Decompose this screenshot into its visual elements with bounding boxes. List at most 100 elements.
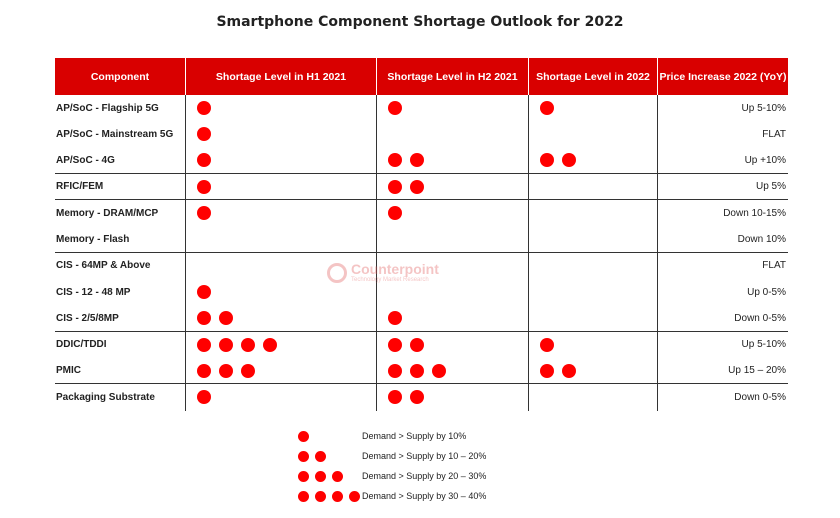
shortage-cell (186, 226, 377, 252)
shortage-cell (186, 357, 377, 384)
counterpoint-logo-icon (327, 263, 347, 283)
shortage-cell (529, 357, 658, 384)
shortage-cell (529, 252, 658, 280)
shortage-cell (186, 305, 377, 331)
price-change: Up 15 – 20% (728, 365, 786, 377)
component-name: RFIC/FEM (55, 173, 186, 200)
legend-item: Demand > Supply by 10% (298, 426, 486, 446)
table-row: Memory - Flash Down 10% (55, 226, 788, 253)
legend-label: Demand > Supply by 20 – 30% (362, 471, 487, 481)
chart-title: Smartphone Component Shortage Outlook fo… (216, 14, 624, 30)
shortage-dot-h2-2021 (432, 363, 446, 378)
component-name: Memory - DRAM/MCP (55, 200, 186, 227)
watermark-tagline: Technology Market Research (351, 277, 429, 283)
table-row: AP/SoC - Mainstream 5G FLAT (55, 121, 788, 148)
price-change: Up 0-5% (747, 286, 786, 298)
table-row: Memory - DRAM/MCP Down 10-15% (55, 200, 788, 227)
legend-label: Demand > Supply by 10% (362, 431, 467, 441)
component-name: Packaging Substrate (55, 384, 186, 411)
header-h2-2021: Shortage Level in H2 2021 (377, 58, 529, 95)
shortage-cell (186, 252, 377, 280)
shortage-dot-h2-2021 (388, 311, 402, 326)
price-change: Down 0-5% (734, 312, 786, 324)
shortage-dot-h2-2021 (388, 179, 402, 194)
legend-dot (298, 490, 309, 502)
table-row: CIS - 12 - 48 MP Up 0-5% (55, 279, 788, 306)
component-name: DDIC/TDDI (55, 331, 186, 358)
table-row: CIS - 64MP & Above FLAT (55, 252, 788, 280)
header-h1-2021: Shortage Level in H1 2021 (186, 58, 377, 95)
legend-label: Demand > Supply by 10 – 20% (362, 451, 487, 461)
legend-dot (298, 430, 309, 442)
shortage-cell (529, 200, 658, 227)
watermark-name: Counterpoint (351, 261, 439, 277)
legend-dot (315, 470, 326, 482)
shortage-cell (377, 95, 529, 122)
legend-dots (298, 470, 362, 482)
component-name: CIS - 12 - 48 MP (55, 279, 186, 306)
shortage-cell (529, 331, 658, 358)
legend-dot (315, 450, 326, 462)
shortage-dot-h2-2021 (388, 390, 402, 405)
table-row: AP/SoC - Flagship 5G Up 5-10% (55, 95, 788, 122)
shortage-cell (377, 305, 529, 331)
shortage-dot-h1-2021 (197, 127, 211, 142)
price-change: FLAT (762, 128, 786, 140)
shortage-dot-2022 (540, 101, 554, 116)
table-row: RFIC/FEM Up 5% (55, 173, 788, 201)
shortage-cell (186, 279, 377, 306)
shortage-cell (377, 331, 529, 358)
shortage-dot-h2-2021 (388, 153, 402, 168)
shortage-dot-h1-2021 (197, 337, 211, 352)
table-row: Packaging Substrate Down 0-5% (55, 384, 788, 411)
price-change: Down 10-15% (723, 207, 786, 219)
shortage-cell (529, 147, 658, 173)
shortage-dot-h1-2021 (197, 390, 211, 405)
shortage-cell (529, 226, 658, 252)
shortage-cell (529, 95, 658, 122)
legend-item: Demand > Supply by 20 – 30% (298, 466, 486, 486)
legend-dot (298, 470, 309, 482)
shortage-dot-h2-2021 (410, 337, 424, 352)
price-change: Up 5-10% (741, 339, 786, 351)
shortage-cell (186, 173, 377, 200)
component-name: AP/SoC - Flagship 5G (55, 95, 186, 122)
legend-dots (298, 450, 362, 462)
component-name: CIS - 64MP & Above (55, 252, 186, 280)
header-component: Component (55, 58, 186, 95)
price-change: Down 0-5% (734, 391, 786, 403)
price-change: Down 10% (737, 233, 786, 245)
shortage-cell (529, 121, 658, 148)
component-name: CIS - 2/5/8MP (55, 305, 186, 331)
header-2022: Shortage Level in 2022 (529, 58, 658, 95)
shortage-cell (377, 173, 529, 200)
shortage-dot-h1-2021 (197, 153, 211, 168)
shortage-dot-2022 (562, 363, 576, 378)
price-change: FLAT (762, 260, 786, 272)
shortage-cell (377, 384, 529, 411)
shortage-cell (529, 173, 658, 200)
component-name: AP/SoC - Mainstream 5G (55, 121, 186, 148)
shortage-dot-h1-2021 (241, 363, 255, 378)
shortage-cell (377, 252, 529, 280)
legend-dot (332, 470, 343, 482)
counterpoint-watermark: Counterpoint Technology Market Research (327, 262, 439, 284)
shortage-cell (186, 121, 377, 148)
shortage-dot-h2-2021 (388, 101, 402, 116)
shortage-cell (377, 121, 529, 148)
header-price-increase: Price Increase 2022 (YoY) (659, 70, 787, 83)
shortage-cell (529, 305, 658, 331)
table-body: AP/SoC - Flagship 5G Up 5-10% AP/SoC - Mai… (55, 95, 788, 411)
shortage-cell (377, 279, 529, 306)
shortage-dot-2022 (540, 363, 554, 378)
legend-dots (298, 490, 362, 502)
component-name: Memory - Flash (55, 226, 186, 252)
shortage-cell (377, 200, 529, 227)
legend-dot (315, 490, 326, 502)
shortage-cell (186, 384, 377, 411)
shortage-dot-h1-2021 (197, 206, 211, 221)
price-change: Up 5-10% (741, 102, 786, 114)
shortage-cell (529, 279, 658, 306)
legend-dot (349, 490, 360, 502)
price-change: Up 5% (755, 181, 786, 193)
